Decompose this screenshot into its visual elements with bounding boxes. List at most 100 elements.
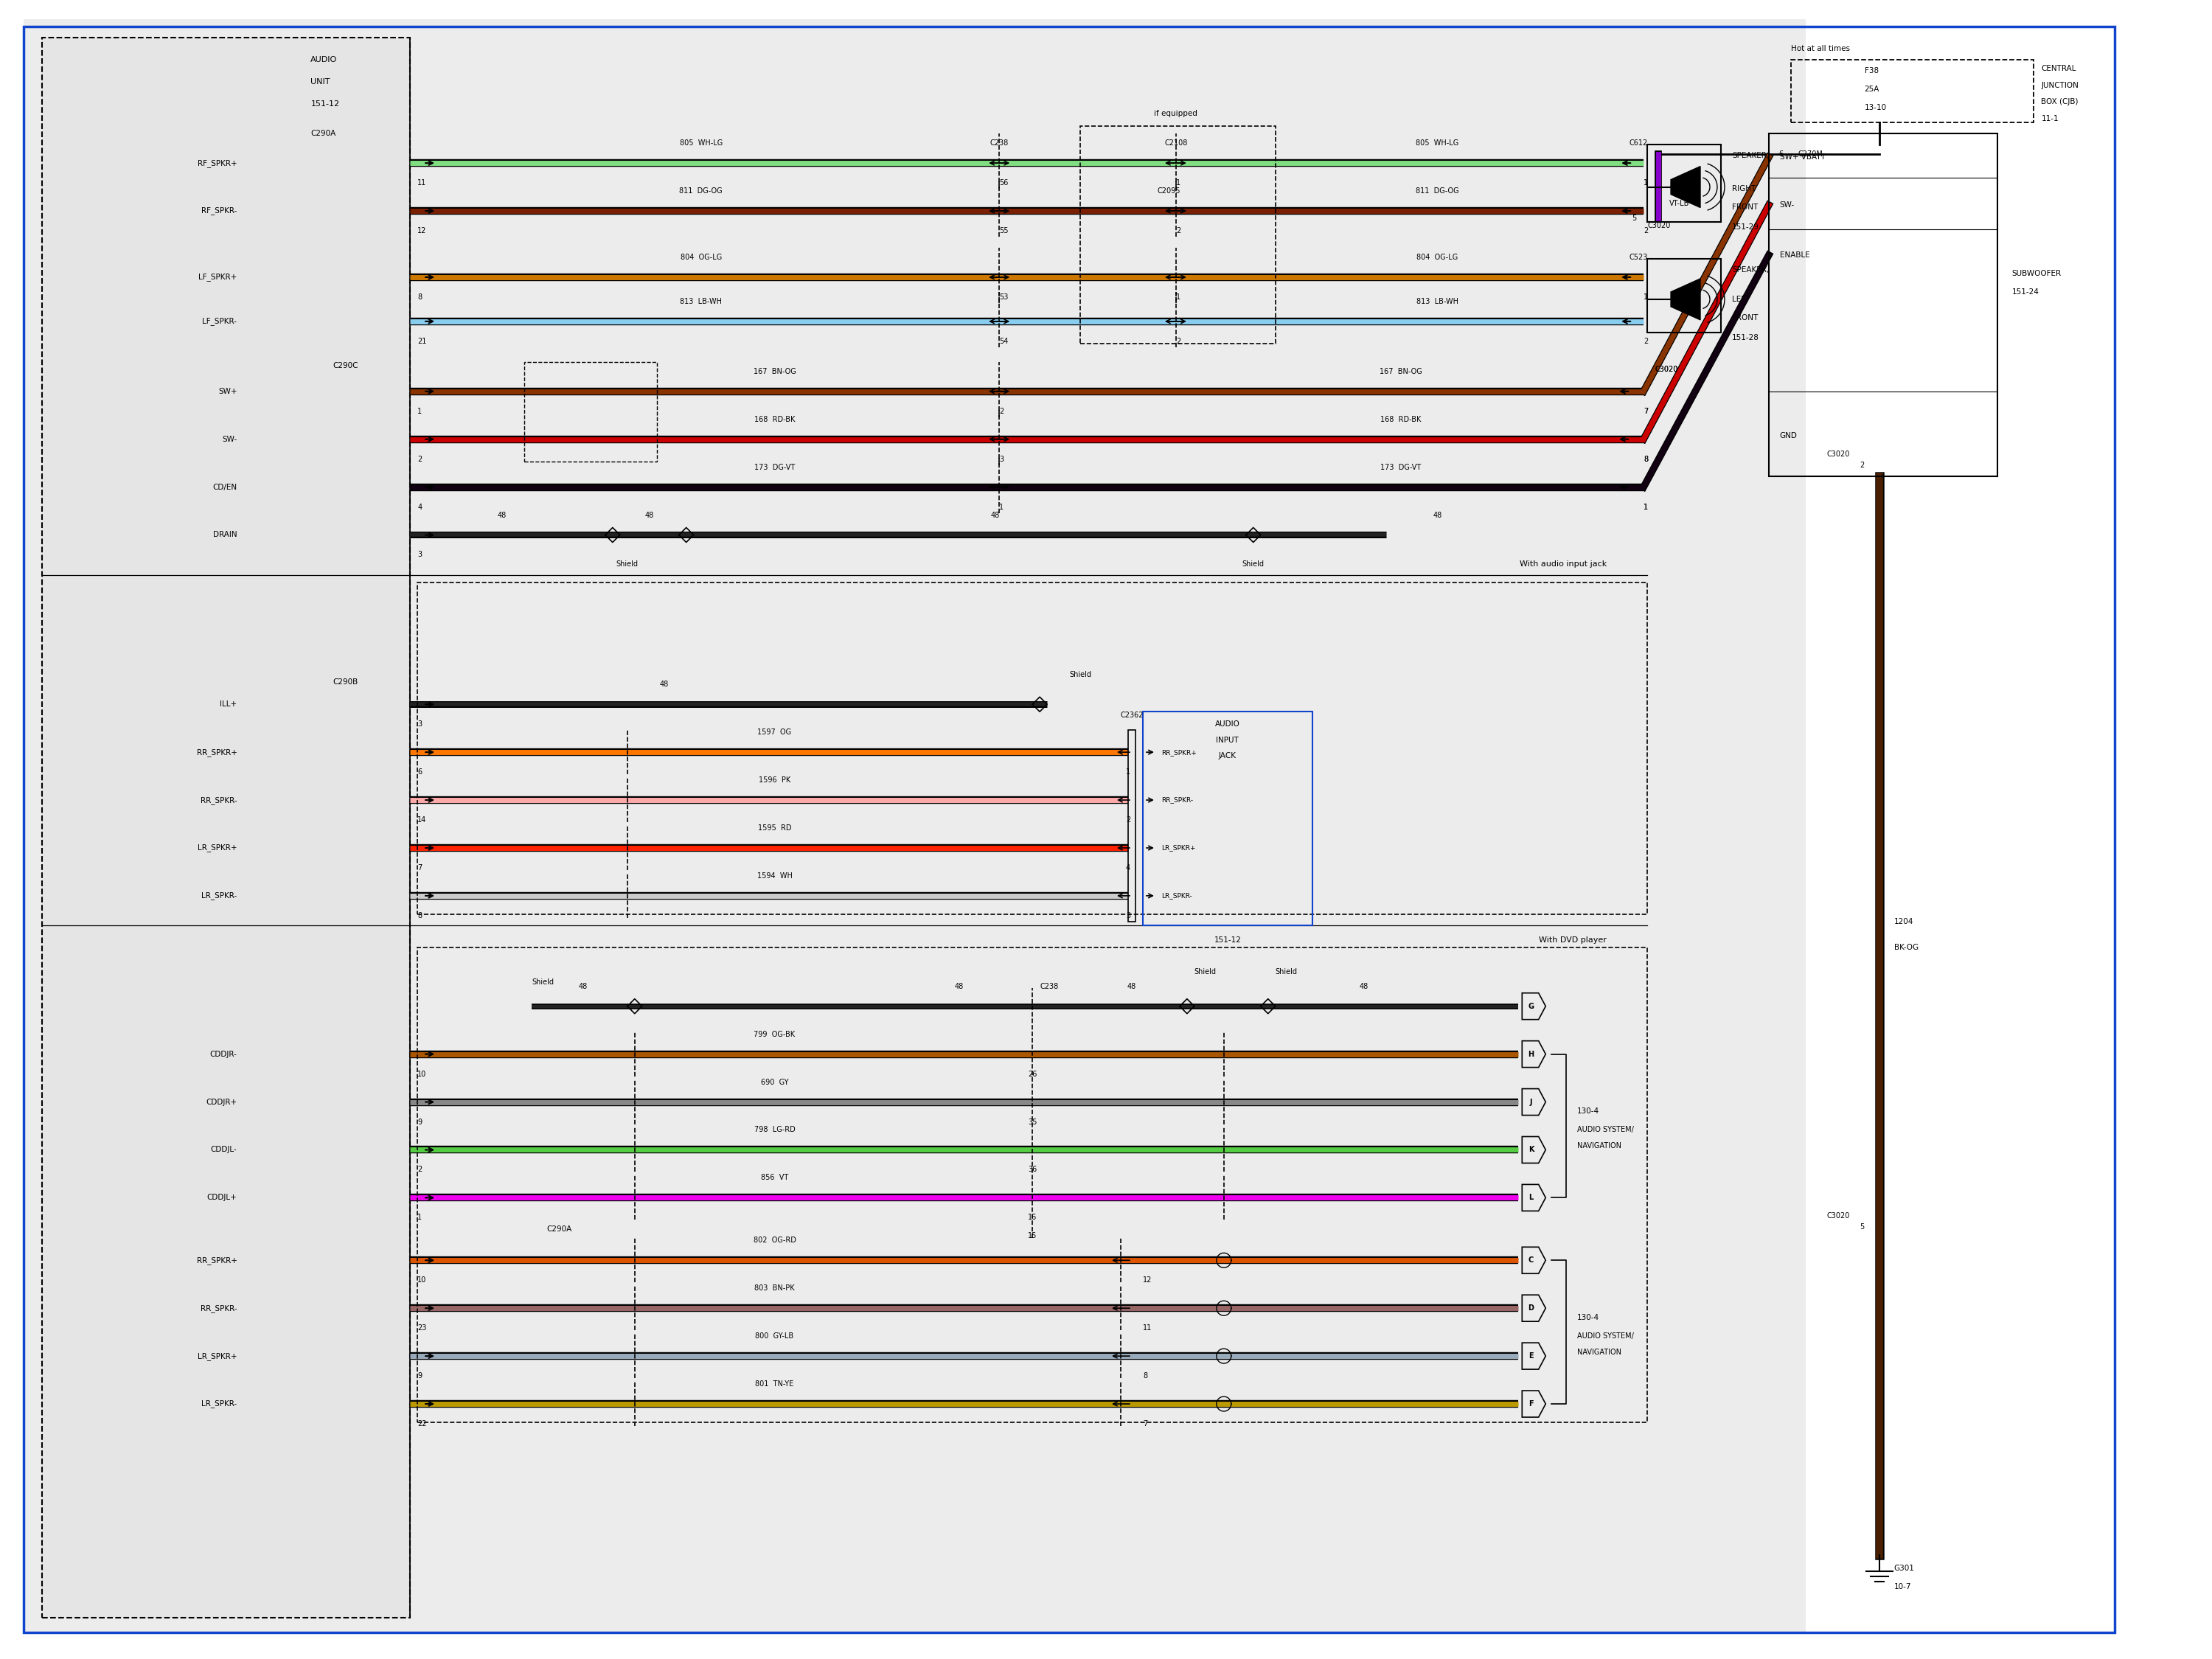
Text: Shield: Shield (617, 561, 639, 567)
Text: C2095: C2095 (1157, 187, 1181, 194)
Text: 23: 23 (418, 1324, 427, 1332)
Text: 2: 2 (1860, 461, 1865, 468)
Text: 48: 48 (1433, 511, 1442, 519)
Text: 130-4: 130-4 (1577, 1314, 1599, 1321)
Text: 173  DG-VT: 173 DG-VT (1380, 463, 1420, 471)
Text: 6: 6 (1778, 151, 1783, 158)
Text: 25A: 25A (1865, 86, 1880, 93)
Text: C2362: C2362 (1119, 712, 1144, 718)
Text: 2: 2 (1644, 227, 1648, 234)
Text: 3: 3 (1000, 456, 1004, 463)
Text: 8: 8 (1644, 456, 1648, 463)
Bar (418, 947, 1648, 1422)
Text: 167  BN-OG: 167 BN-OG (754, 368, 796, 375)
Text: RR_SPKR-: RR_SPKR- (201, 1304, 237, 1312)
Text: C: C (1528, 1256, 1533, 1264)
Text: 1204: 1204 (1893, 917, 1913, 926)
Bar (1770, 134, 1997, 476)
Text: 690  GY: 690 GY (761, 1078, 787, 1085)
Text: SPEAKER,: SPEAKER, (1732, 265, 1770, 274)
Text: SPEAKER,: SPEAKER, (1732, 153, 1770, 159)
Text: CDDJL+: CDDJL+ (208, 1194, 237, 1201)
Text: 48: 48 (991, 511, 1000, 519)
Text: 48: 48 (1128, 982, 1137, 990)
Text: F: F (1528, 1400, 1533, 1407)
Text: ENABLE: ENABLE (1781, 252, 1809, 259)
Text: AUDIO SYSTEM/: AUDIO SYSTEM/ (1577, 1332, 1635, 1339)
Text: BK-OG: BK-OG (1893, 944, 1918, 951)
Text: 21: 21 (418, 337, 427, 345)
Text: C238: C238 (991, 139, 1009, 148)
Text: 22: 22 (418, 1420, 427, 1427)
Text: 1594  WH: 1594 WH (757, 873, 792, 879)
Text: LF_SPKR+: LF_SPKR+ (199, 274, 237, 282)
Text: Shield: Shield (1068, 672, 1091, 679)
Text: 856  VT: 856 VT (761, 1175, 787, 1181)
Text: 16: 16 (1029, 1214, 1037, 1221)
Text: AUDIO SYSTEM/: AUDIO SYSTEM/ (1577, 1126, 1635, 1133)
Text: 36: 36 (1029, 1166, 1037, 1173)
Text: D: D (1528, 1304, 1533, 1312)
Text: 54: 54 (1000, 337, 1009, 345)
Text: ILL+: ILL+ (219, 700, 237, 708)
Text: 53: 53 (1000, 294, 1009, 300)
Text: 801  TN-YE: 801 TN-YE (754, 1380, 794, 1387)
Text: 3: 3 (1126, 912, 1130, 919)
Text: 804  OG-LG: 804 OG-LG (681, 254, 721, 260)
Text: RF_SPKR+: RF_SPKR+ (197, 159, 237, 168)
Text: C3020: C3020 (1827, 1213, 1849, 1219)
Text: C523: C523 (1628, 254, 1648, 260)
Text: 1: 1 (1126, 768, 1130, 776)
Text: LR_SPKR-: LR_SPKR- (1161, 893, 1192, 899)
Text: 130-4: 130-4 (1577, 1108, 1599, 1115)
Text: RR_SPKR+: RR_SPKR+ (197, 1256, 237, 1264)
Text: 1596  PK: 1596 PK (759, 776, 790, 783)
Text: L: L (1528, 1194, 1533, 1201)
Bar (24, 20, 1805, 1632)
Text: 151-28: 151-28 (1732, 333, 1759, 342)
Text: 2: 2 (1177, 227, 1181, 234)
Text: 1: 1 (1177, 294, 1181, 300)
Text: INPUT: INPUT (1217, 737, 1239, 745)
Text: 48: 48 (953, 982, 962, 990)
Text: FRONT: FRONT (1732, 314, 1759, 322)
Text: RR_SPKR-: RR_SPKR- (201, 796, 237, 805)
Text: NAVIGATION: NAVIGATION (1577, 1349, 1621, 1355)
Bar (1648, 144, 1721, 222)
Text: 167  BN-OG: 167 BN-OG (1380, 368, 1422, 375)
Text: 26: 26 (1029, 1070, 1037, 1078)
Text: 1597  OG: 1597 OG (757, 728, 792, 737)
Text: AUDIO: AUDIO (1214, 720, 1241, 728)
Text: CDDJR+: CDDJR+ (206, 1098, 237, 1105)
Text: 35: 35 (1029, 1118, 1037, 1125)
Text: if equipped: if equipped (1155, 109, 1197, 118)
Text: 2: 2 (418, 1166, 422, 1173)
Text: 1595  RD: 1595 RD (759, 825, 792, 831)
Text: With DVD player: With DVD player (1540, 936, 1606, 944)
Text: C238: C238 (1040, 982, 1057, 990)
Bar (1792, 60, 2033, 123)
Text: UNIT: UNIT (310, 78, 330, 86)
Text: 8: 8 (418, 912, 422, 919)
Text: RIGHT: RIGHT (1732, 186, 1756, 192)
Text: 828: 828 (1670, 181, 1683, 189)
Text: CENTRAL: CENTRAL (2042, 65, 2077, 73)
Text: JUNCTION: JUNCTION (2042, 81, 2079, 90)
Text: AUDIO: AUDIO (310, 56, 338, 63)
Text: GND: GND (1781, 431, 1798, 440)
Text: 48: 48 (580, 982, 588, 990)
Text: Shield: Shield (531, 979, 553, 985)
Text: 8: 8 (418, 294, 422, 300)
Text: 811  DG-OG: 811 DG-OG (679, 187, 723, 194)
Text: 168  RD-BK: 168 RD-BK (754, 416, 794, 423)
Text: FRONT: FRONT (1732, 204, 1759, 211)
Text: SW-: SW- (221, 436, 237, 443)
Text: CDDJR-: CDDJR- (210, 1050, 237, 1058)
Text: C3020: C3020 (1655, 365, 1677, 373)
Text: C3020: C3020 (1655, 365, 1677, 373)
Text: 14: 14 (418, 816, 427, 823)
Text: 1: 1 (1000, 503, 1004, 511)
Text: LR_SPKR+: LR_SPKR+ (1161, 844, 1194, 851)
Text: 48: 48 (1358, 982, 1369, 990)
Text: 1: 1 (1644, 294, 1648, 300)
